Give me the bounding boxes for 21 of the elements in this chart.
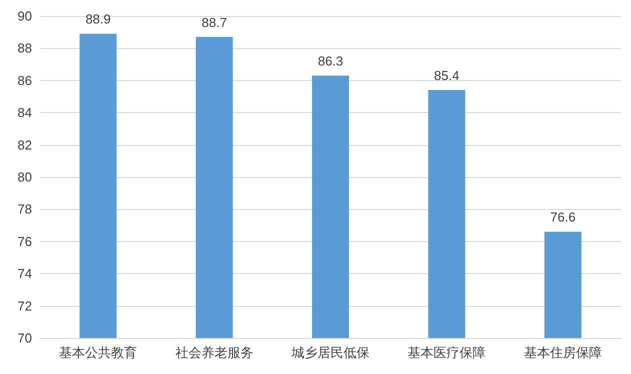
y-tick-label: 88 — [18, 40, 32, 56]
x-tick-label: 基本住房保障 — [524, 345, 602, 360]
data-label: 85.4 — [434, 68, 460, 84]
y-tick-label: 82 — [18, 137, 32, 152]
x-tick-label: 基本公共教育 — [59, 345, 138, 360]
y-tick-label: 86 — [18, 72, 32, 88]
x-tick-label: 基本医疗保障 — [408, 345, 486, 360]
data-label: 76.6 — [550, 210, 576, 225]
y-tick-label: 78 — [18, 202, 32, 217]
x-tick-label: 城乡居民低保 — [290, 345, 370, 360]
y-tick-label: 74 — [18, 266, 32, 282]
y-tick-label: 90 — [18, 8, 32, 24]
data-label: 88.7 — [202, 14, 227, 30]
data-label: 86.3 — [318, 54, 344, 69]
y-tick-label: 72 — [18, 298, 32, 314]
data-label: 88.9 — [85, 12, 111, 27]
y-tick-label: 70 — [18, 330, 32, 346]
y-tick-label: 76 — [18, 234, 32, 249]
y-tick-label: 84 — [18, 105, 32, 120]
x-tick-label: 社会养老服务 — [175, 345, 254, 360]
y-tick-label: 80 — [18, 170, 32, 184]
